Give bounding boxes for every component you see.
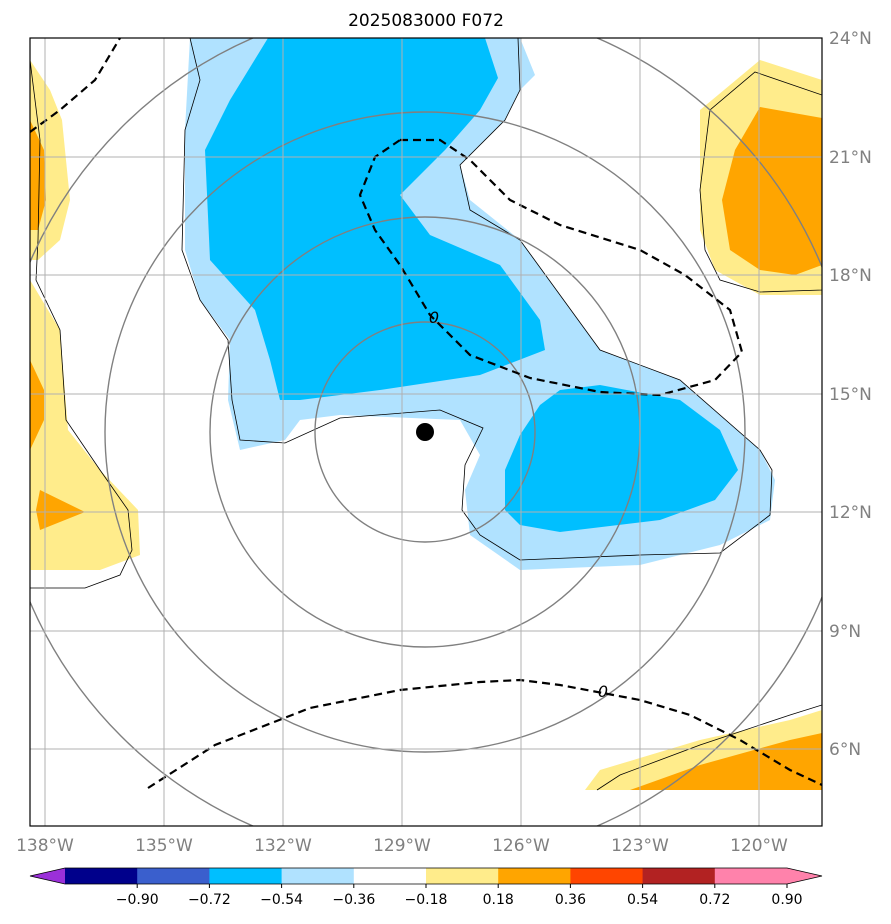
- lon-tick-label: 132°W: [254, 836, 312, 856]
- colorbar-segment: [65, 868, 138, 884]
- colorbar-tick-label: −0.72: [188, 892, 231, 908]
- lat-tick-label: 21°N: [829, 148, 872, 168]
- positive-anomaly-west-region-2: [30, 280, 140, 570]
- lon-tick-label: 138°W: [16, 836, 74, 856]
- colorbar: −0.90 −0.72 −0.54 −0.36 −0.18 0.18 0.36 0.54 0.7…: [29, 867, 823, 908]
- storm-center-marker: [416, 423, 434, 441]
- lat-tick-label: 18°N: [829, 266, 872, 286]
- positive-anomaly-southeast-mid-region: [630, 733, 822, 790]
- map-area: 0 0: [30, 38, 822, 826]
- lon-tick-label: 126°W: [492, 836, 550, 856]
- colorbar-tick-label: −0.18: [405, 892, 448, 908]
- graticule: [30, 38, 822, 826]
- contour-label-2: 0: [598, 682, 608, 701]
- colorbar-segment: [426, 868, 499, 884]
- colorbar-extend-low: [30, 868, 65, 884]
- lon-tick-label: 129°W: [373, 836, 431, 856]
- colorbar-tick-label: −0.36: [332, 892, 375, 908]
- contour-label: 0: [429, 308, 439, 327]
- lon-tick-label: 123°W: [611, 836, 669, 856]
- colorbar-segment: [642, 868, 716, 884]
- colorbar-segment: [498, 868, 571, 884]
- positive-anomaly-northeast-mid-region: [722, 107, 822, 275]
- colorbar-segment: [570, 868, 644, 884]
- map-frame: [29, 37, 823, 827]
- lat-tick-label: 12°N: [829, 503, 872, 523]
- colorbar-segment: [714, 868, 788, 884]
- lat-tick-label: 9°N: [829, 622, 861, 642]
- colorbar-tick-label: −0.90: [116, 892, 159, 908]
- longitude-labels: 138°W 135°W 132°W 129°W 126°W 123°W 120°…: [16, 836, 788, 856]
- lon-tick-label: 120°W: [730, 836, 788, 856]
- lon-tick-label: 135°W: [135, 836, 193, 856]
- colorbar-outline: [29, 867, 823, 885]
- negative-anomaly-mid-region: [205, 38, 545, 400]
- lat-tick-label: 24°N: [829, 29, 872, 49]
- chart-title: 2025083000 F072: [348, 11, 504, 31]
- colorbar-segment: [137, 868, 210, 884]
- negative-anomaly-mid-region-2: [505, 385, 738, 532]
- colorbar-tick-label: 0.36: [555, 892, 586, 908]
- colorbar-extend-high: [787, 868, 822, 884]
- colorbar-tick-label: 0.72: [699, 892, 730, 908]
- positive-anomaly-west-mid-region-2: [30, 360, 85, 530]
- colorbar-segment: [209, 868, 283, 884]
- colorbar-segment: [281, 868, 355, 884]
- latitude-labels: 24°N 21°N 18°N 15°N 12°N 9°N 6°N: [829, 29, 872, 760]
- colorbar-tick-label: −0.54: [260, 892, 303, 908]
- positive-anomaly-west-mid-region: [30, 120, 46, 230]
- lat-tick-label: 6°N: [829, 740, 861, 760]
- colorbar-segment: [353, 868, 427, 884]
- colorbar-tick-label: 0.54: [627, 892, 658, 908]
- colorbar-tick-label: 0.90: [771, 892, 802, 908]
- lat-tick-label: 15°N: [829, 385, 872, 405]
- colorbar-tick-label: 0.18: [483, 892, 514, 908]
- boundary-contours: [30, 38, 822, 791]
